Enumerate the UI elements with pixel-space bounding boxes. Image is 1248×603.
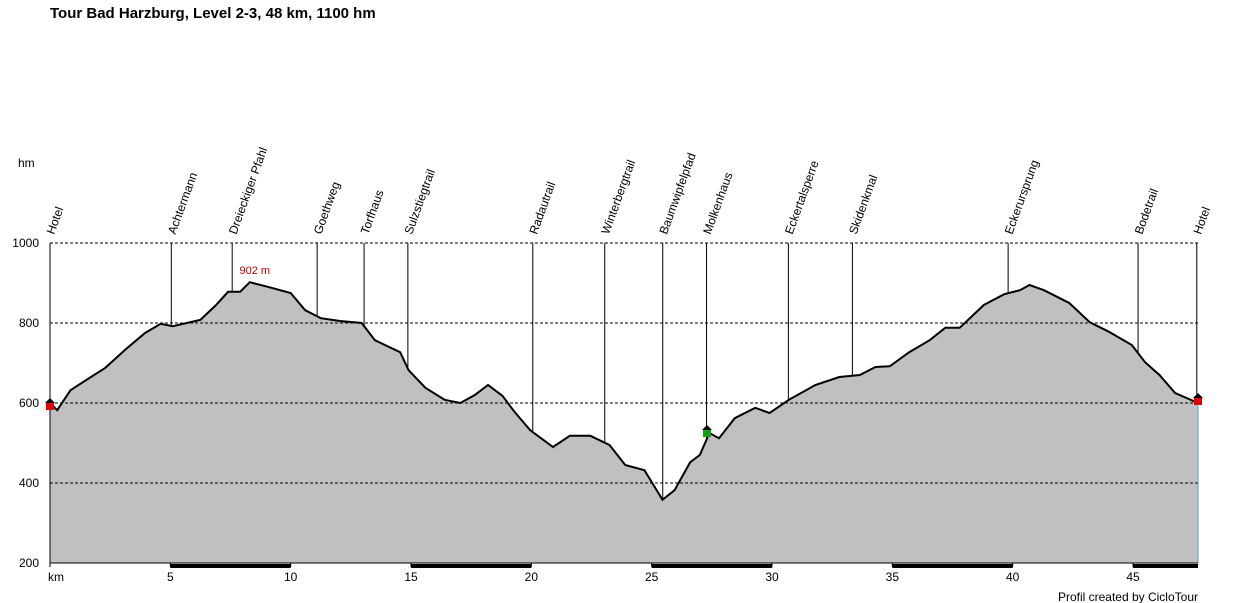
y-tick-label: 400 — [19, 476, 39, 490]
y-tick-label: 600 — [19, 396, 39, 410]
waypoint-label: Hotel — [1190, 205, 1213, 236]
marker-body — [1194, 398, 1202, 405]
area-fill — [50, 282, 1198, 563]
waypoint-label: Achtermann — [165, 170, 200, 236]
y-axis-label: hm — [18, 156, 35, 170]
waypoint-label: Dreieckiger Pfahl — [226, 145, 270, 236]
y-tick-label: 1000 — [12, 236, 39, 250]
x-band — [892, 564, 1013, 568]
y-tick-label: 200 — [19, 556, 39, 570]
waypoint-label: Bodetrail — [1132, 187, 1161, 236]
waypoint-label: Eckerursprung — [1002, 158, 1042, 236]
waypoint-label: Baumwipfelpfad — [656, 151, 698, 236]
marks: 200 400 600 800 1000 Hotel Achtermann Dreieckig… — [12, 145, 1213, 584]
waypoint-label: Radautrail — [526, 180, 558, 236]
x-tick-label: 30 — [765, 570, 779, 584]
x-tick-label: 45 — [1126, 570, 1140, 584]
chart-title: Tour Bad Harzburg, Level 2-3, 48 km, 110… — [50, 5, 376, 22]
x-tick-label: 40 — [1006, 570, 1020, 584]
start-marker — [45, 398, 55, 410]
x-band — [170, 564, 291, 568]
x-tick-label: 15 — [404, 570, 418, 584]
waypoint-label: Skidenkmal — [846, 173, 880, 236]
marker-body — [46, 403, 54, 410]
footer: Profil created by CicloTour — [1058, 590, 1198, 603]
marker-roof — [45, 398, 55, 403]
marker-roof — [1193, 393, 1203, 398]
waypoint-label: Torfhaus — [358, 188, 387, 236]
x-tick-label: 10 — [284, 570, 298, 584]
x-tick-label: km — [48, 570, 64, 584]
x-tick-label: 20 — [525, 570, 539, 584]
marker-body — [703, 430, 711, 437]
x-tick-label: 5 — [167, 570, 174, 584]
x-band — [651, 564, 773, 568]
waypoint-label: Sulzstiegtrail — [402, 167, 438, 236]
waypoint-label: Eckertalsperre — [782, 158, 822, 236]
end-marker — [1193, 393, 1203, 405]
x-band — [1133, 564, 1198, 568]
marker-roof — [702, 425, 712, 430]
waypoint-label: Hotel — [44, 205, 67, 236]
peak-label: 902 m — [239, 265, 270, 277]
x-band — [411, 564, 532, 568]
waypoint-label: Molkenhaus — [700, 170, 735, 236]
y-tick-label: 800 — [19, 316, 39, 330]
waypoint-label: Goethweg — [311, 180, 343, 236]
waypoint-marker — [702, 425, 712, 437]
x-tick-label: 25 — [645, 570, 659, 584]
x-tick-label: 35 — [886, 570, 900, 584]
waypoint-label: Winterbergtrail — [598, 158, 638, 236]
